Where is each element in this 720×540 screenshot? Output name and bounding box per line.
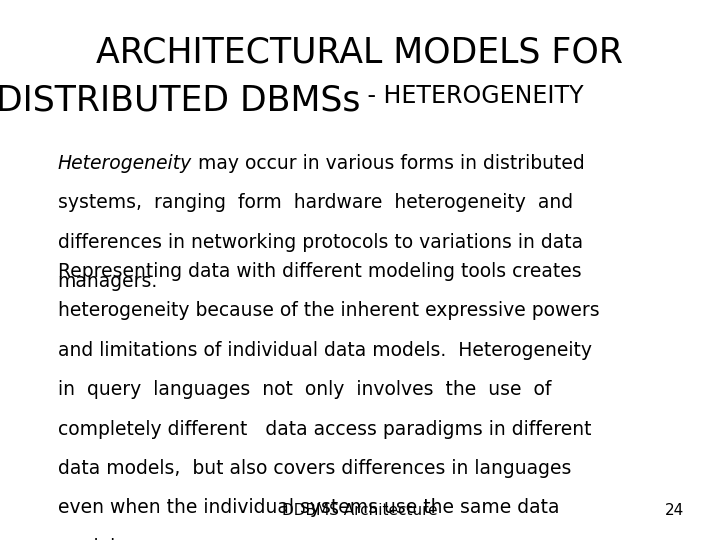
Text: - HETEROGENEITY: - HETEROGENEITY xyxy=(360,84,583,107)
Text: Representing data with different modeling tools creates: Representing data with different modelin… xyxy=(58,262,581,281)
Text: differences in networking protocols to variations in data: differences in networking protocols to v… xyxy=(58,233,582,252)
Text: DISTRIBUTED DBMSs: DISTRIBUTED DBMSs xyxy=(0,84,360,118)
Text: DDBMS Architecture: DDBMS Architecture xyxy=(282,503,438,518)
Text: completely different   data access paradigms in different: completely different data access paradig… xyxy=(58,420,591,438)
Text: ARCHITECTURAL MODELS FOR: ARCHITECTURAL MODELS FOR xyxy=(96,35,624,69)
Text: heterogeneity because of the inherent expressive powers: heterogeneity because of the inherent ex… xyxy=(58,301,599,320)
Text: and limitations of individual data models.  Heterogeneity: and limitations of individual data model… xyxy=(58,341,592,360)
Text: may occur in various forms in distributed: may occur in various forms in distribute… xyxy=(192,154,585,173)
Text: managers.: managers. xyxy=(58,272,158,291)
Text: data models,  but also covers differences in languages: data models, but also covers differences… xyxy=(58,459,571,478)
Text: even when the individual systems use the same data: even when the individual systems use the… xyxy=(58,498,559,517)
Text: Heterogeneity: Heterogeneity xyxy=(58,154,192,173)
Text: 24: 24 xyxy=(665,503,684,518)
Text: model.: model. xyxy=(58,538,122,540)
Text: systems,  ranging  form  hardware  heterogeneity  and: systems, ranging form hardware heterogen… xyxy=(58,193,572,212)
Text: in  query  languages  not  only  involves  the  use  of: in query languages not only involves the… xyxy=(58,380,551,399)
